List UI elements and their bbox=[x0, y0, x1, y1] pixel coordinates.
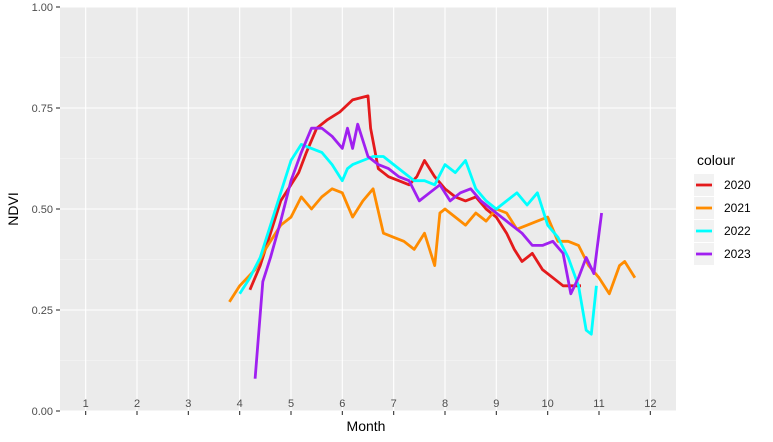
series-line-2020 bbox=[248, 94, 581, 291]
series-lines bbox=[228, 94, 637, 379]
month-label: 7 bbox=[391, 398, 397, 410]
month-label: 3 bbox=[185, 398, 191, 410]
y-tick-label: 0.25 bbox=[32, 305, 53, 317]
series-line-2021 bbox=[228, 187, 637, 303]
y-tick-label: 0.00 bbox=[32, 406, 53, 418]
x-axis-title: Month bbox=[347, 418, 386, 434]
legend-label-2020: 2020 bbox=[724, 178, 751, 192]
month-label: 9 bbox=[493, 398, 499, 410]
legend-items: 2020 2021 2022 2023 bbox=[694, 174, 751, 265]
major-gridlines bbox=[60, 6, 676, 412]
y-tick-label: 0.50 bbox=[32, 204, 53, 216]
x-axis-ticks bbox=[85, 411, 651, 415]
month-label: 2 bbox=[134, 398, 140, 410]
month-label: 11 bbox=[593, 398, 604, 410]
y-axis: 0.00 0.25 0.50 0.75 1.00 bbox=[32, 2, 60, 418]
month-label: 5 bbox=[288, 398, 294, 410]
month-label: 12 bbox=[644, 398, 656, 410]
month-label: 8 bbox=[442, 398, 448, 410]
legend: colour 2020 2021 2022 2023 bbox=[694, 152, 751, 265]
legend-label-2023: 2023 bbox=[724, 247, 751, 261]
month-labels: 1 2 3 4 5 6 7 8 9 10 11 12 bbox=[83, 398, 657, 410]
legend-label-2022: 2022 bbox=[724, 224, 751, 238]
legend-label-2021: 2021 bbox=[724, 201, 751, 215]
month-label: 10 bbox=[542, 398, 554, 410]
month-label: 1 bbox=[83, 398, 89, 410]
y-tick-label: 0.75 bbox=[32, 103, 53, 115]
series-line-2023 bbox=[253, 122, 603, 379]
y-axis-title: NDVI bbox=[5, 192, 21, 225]
y-tick-label: 1.00 bbox=[32, 2, 53, 14]
month-label: 6 bbox=[339, 398, 345, 410]
month-label: 4 bbox=[237, 398, 243, 410]
legend-title: colour bbox=[697, 152, 735, 168]
